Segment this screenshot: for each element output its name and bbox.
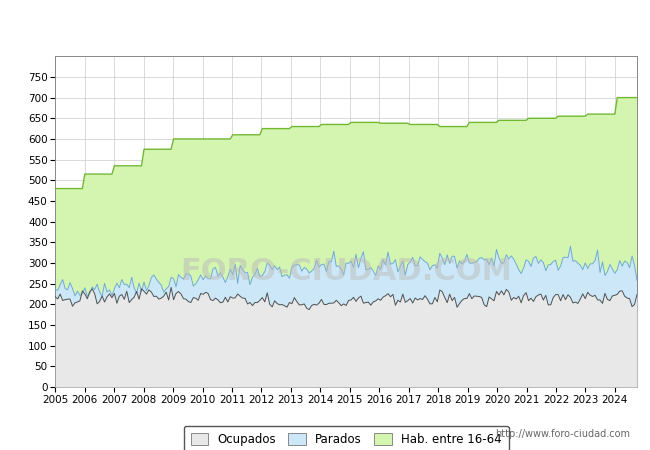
Text: http://www.foro-ciudad.com: http://www.foro-ciudad.com: [495, 429, 630, 439]
Text: Jete - Evolucion de la poblacion en edad de Trabajar Septiembre de 2024: Jete - Evolucion de la poblacion en edad…: [81, 17, 569, 30]
Legend: Ocupados, Parados, Hab. entre 16-64: Ocupados, Parados, Hab. entre 16-64: [183, 426, 509, 450]
Text: FORO-CIUDAD.COM: FORO-CIUDAD.COM: [180, 257, 512, 286]
